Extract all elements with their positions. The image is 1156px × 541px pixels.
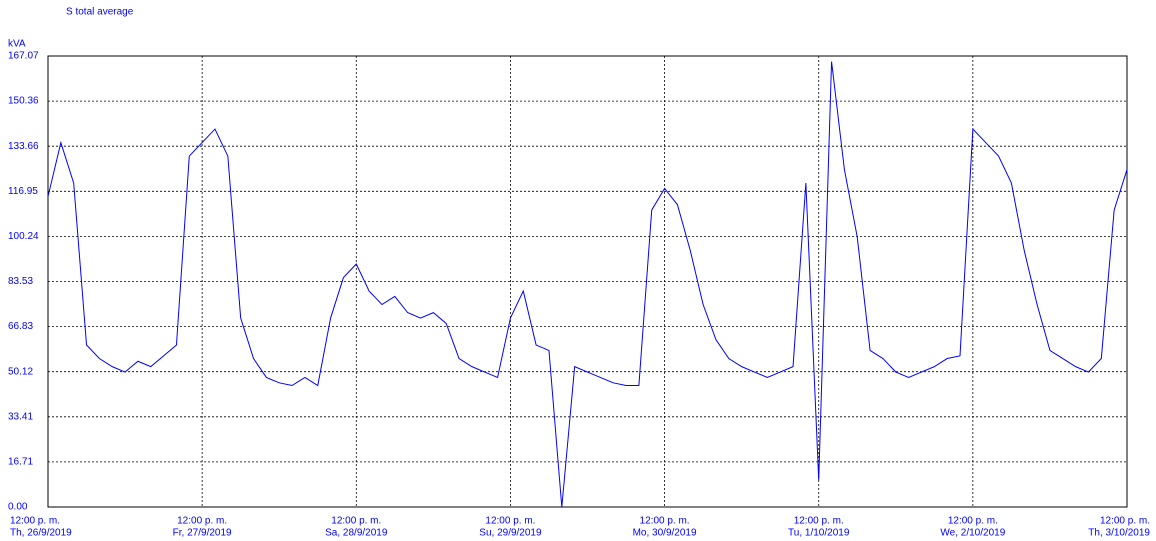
y-unit: kVA: [8, 39, 26, 50]
y-tick-label: 133.66: [8, 141, 39, 152]
x-tick-date: Su, 29/9/2019: [479, 528, 542, 539]
x-tick-label: 12:00 p. m.: [794, 516, 844, 527]
x-tick-date: We, 2/10/2019: [940, 528, 1005, 539]
y-tick-label: 83.53: [8, 276, 33, 287]
x-tick-date: Mo, 30/9/2019: [633, 528, 697, 539]
x-tick-label: 12:00 p. m.: [177, 516, 227, 527]
y-tick-label: 150.36: [8, 96, 39, 107]
x-tick-date: Fr, 27/9/2019: [173, 528, 232, 539]
x-tick-label: 12:00 p. m.: [331, 516, 381, 527]
x-tick-label: 12:00 p. m.: [640, 516, 690, 527]
y-tick-label: 100.24: [8, 231, 39, 242]
y-tick-label: 116.95: [8, 186, 38, 197]
chart-title: S total average: [66, 7, 134, 18]
y-tick-label: 0.00: [8, 502, 28, 513]
y-tick-label: 33.41: [8, 411, 33, 422]
x-tick-date: Tu, 1/10/2019: [788, 528, 850, 539]
x-tick-label: 12:00 p. m.: [10, 516, 60, 527]
x-tick-label: 12:00 p. m.: [1100, 516, 1150, 527]
x-tick-label: 12:00 p. m.: [485, 516, 535, 527]
x-tick-date: Th, 3/10/2019: [1088, 528, 1150, 539]
x-tick-date: Th, 26/9/2019: [10, 528, 72, 539]
y-tick-label: 50.12: [8, 366, 33, 377]
y-tick-label: 16.71: [8, 457, 33, 468]
x-tick-date: Sa, 28/9/2019: [325, 528, 388, 539]
y-tick-label: 167.07: [8, 51, 39, 62]
data-line: [47, 61, 1128, 508]
y-tick-label: 66.83: [8, 321, 33, 332]
x-tick-label: 12:00 p. m.: [948, 516, 998, 527]
